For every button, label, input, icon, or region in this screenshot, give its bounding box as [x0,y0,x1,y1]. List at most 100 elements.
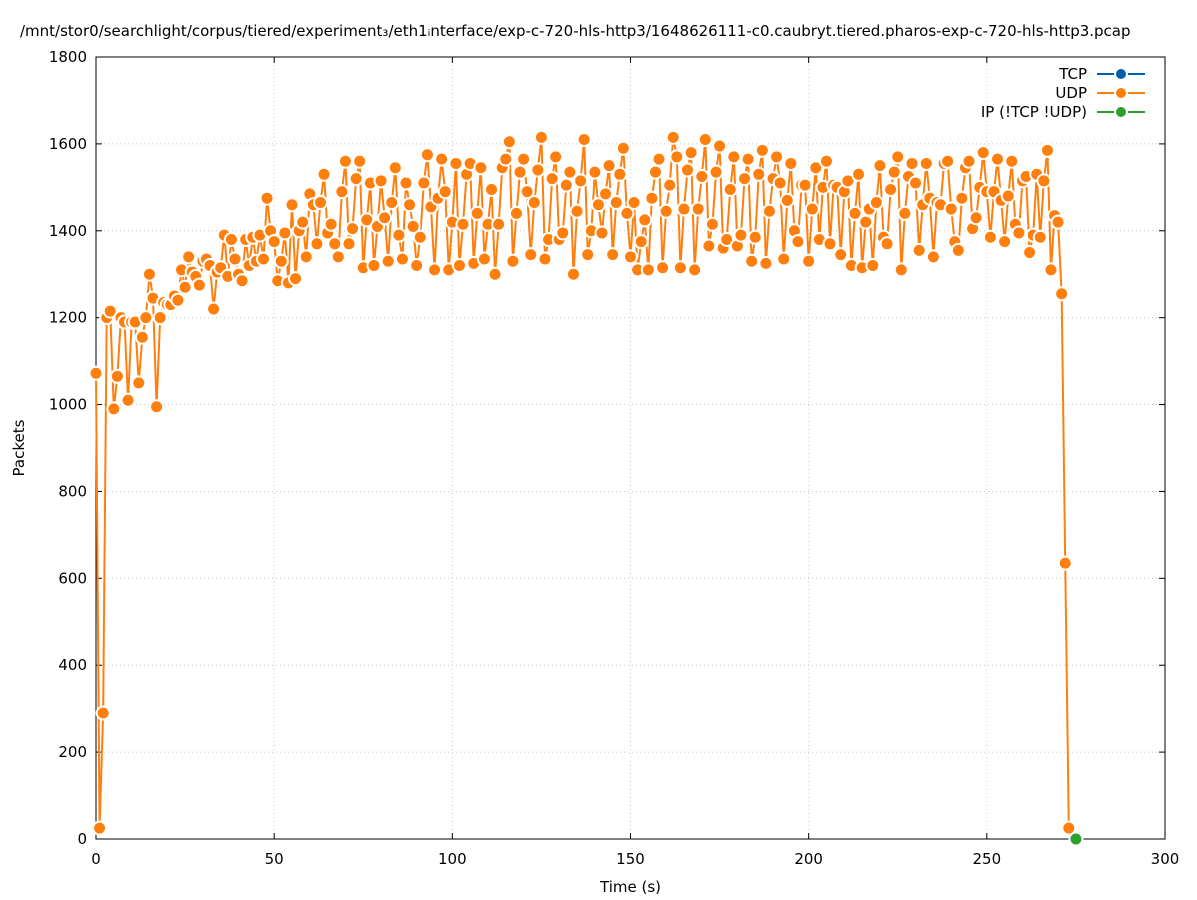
data-point [138,310,154,326]
data-point [298,249,314,265]
data-point [658,203,674,219]
data-point [491,216,507,232]
data-point [669,149,685,165]
data-point [847,205,863,221]
data-point [744,253,760,269]
data-point [868,195,884,211]
legend-marker [1114,67,1128,81]
data-point [911,242,927,258]
data-point [801,253,817,269]
data-point [893,262,909,278]
data-point [402,197,418,213]
data-point [288,271,304,287]
data-point [223,231,239,247]
data-point [512,164,528,180]
y-tick-label: 1000 [49,396,87,414]
data-point [644,190,660,206]
data-point [337,153,353,169]
data-point [968,210,984,226]
data-point [1039,142,1055,158]
data-point [487,266,503,282]
x-tick-label: 200 [794,850,823,868]
data-point [858,214,874,230]
data-point [1050,214,1066,230]
data-point [975,145,991,161]
data-point [776,251,792,267]
data-point [840,173,856,189]
data-point [484,182,500,198]
data-point [576,132,592,148]
data-point [790,234,806,250]
data-point [569,203,585,219]
data-point [1068,831,1084,847]
data-point [747,229,763,245]
data-point [412,229,428,245]
data-point [366,258,382,274]
data-point [259,190,275,206]
data-point [619,205,635,221]
data-point [851,166,867,182]
data-point [879,236,895,252]
data-point [633,234,649,250]
data-point [95,705,111,721]
data-point [120,392,136,408]
data-point [1022,245,1038,260]
data-point [149,399,165,415]
data-point [498,151,514,167]
x-tick-label: 50 [265,850,284,868]
data-point [405,218,421,234]
data-point [1000,188,1016,204]
data-point [109,368,125,384]
data-point [398,175,414,191]
data-point [818,153,834,169]
data-point [704,216,720,232]
data-point [152,310,168,326]
data-point [697,132,713,148]
data-point [890,149,906,165]
data-point [690,201,706,217]
data-point [740,151,756,167]
data-point [565,266,581,282]
data-point [647,164,663,180]
data-point [537,251,553,267]
data-point [548,149,564,165]
data-point [377,210,393,226]
data-point [384,195,400,211]
data-point [1061,820,1077,836]
legend-label: IP (!TCP !UDP) [981,103,1087,121]
series-layer [88,129,1084,847]
data-point [726,149,742,165]
data-point [1043,262,1059,278]
data-point [833,247,849,263]
data-point [672,260,688,276]
data-point [227,251,243,267]
data-point [131,375,147,391]
data-point [904,155,920,171]
data-point [501,134,517,150]
data-point [348,171,364,187]
data-point [448,155,464,171]
data-point [651,151,667,167]
y-tick-label: 400 [58,656,87,674]
data-point [590,197,606,213]
data-point [655,260,671,276]
data-point [451,258,467,274]
data-point [505,253,521,269]
data-point [573,173,589,189]
data-point [680,162,696,178]
data-point [918,155,934,171]
legend-label: UDP [1055,84,1087,102]
data-point [141,266,157,282]
data-point [181,249,197,265]
data-point [273,253,289,269]
data-point [323,216,339,232]
data-point [640,262,656,278]
y-tick-label: 200 [58,743,87,761]
data-point [1057,555,1073,571]
data-point [943,201,959,217]
y-axis-label: Packets [10,419,28,476]
series-udp [88,129,1077,836]
data-point [612,166,628,182]
data-point [601,158,617,174]
